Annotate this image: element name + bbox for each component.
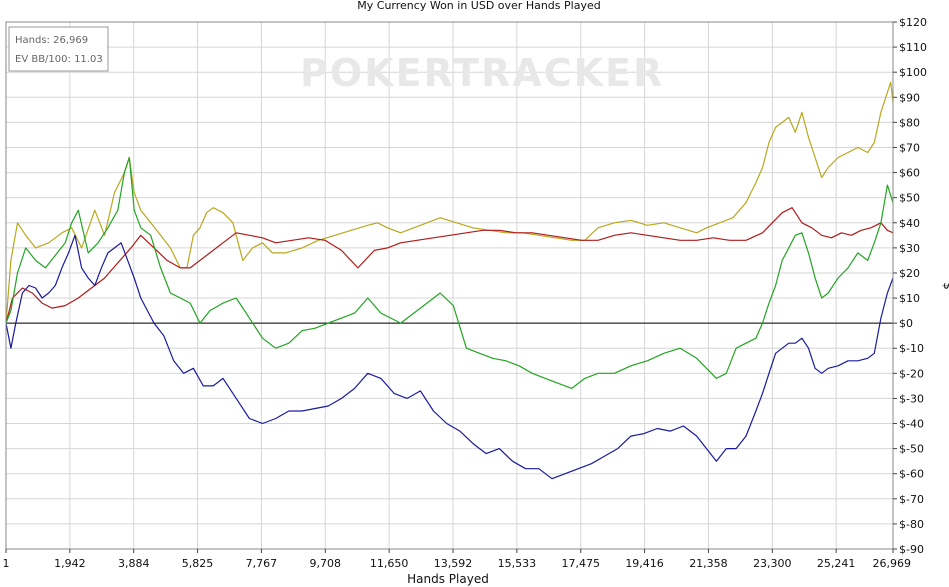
y-tick-label: $110 <box>899 41 927 54</box>
y-tick-label: $-20 <box>899 367 924 380</box>
info-hands: Hands: 26,969 <box>15 35 88 46</box>
x-tick-label: 21,358 <box>689 557 728 570</box>
y-tick-label: $-70 <box>899 493 924 506</box>
y-tick-label: $70 <box>899 141 920 154</box>
y-tick-label: $-30 <box>899 392 924 405</box>
info-ev-bb100: EV BB/100: 11.03 <box>15 54 103 65</box>
series-line-4 <box>5 234 894 480</box>
series-line-2 <box>5 207 894 324</box>
y-axis: $120 $110 $100 $90 $80 $70 $60 $50 $40 $30 $20 $10 $… <box>893 16 927 556</box>
x-axis: 1 1,942 3,884 5,825 7,767 9,708 11,650 13,592 15… <box>3 549 912 570</box>
y-axis-title: $ <box>941 282 949 290</box>
x-tick-label: 1,942 <box>54 557 86 570</box>
watermark-logo: POKERTRACKER <box>300 51 664 95</box>
y-tick-label: $80 <box>899 116 920 129</box>
y-tick-label: $100 <box>899 66 927 79</box>
x-tick-label: 13,592 <box>434 557 473 570</box>
y-tick-label: $0 <box>899 317 913 330</box>
y-tick-label: $-90 <box>899 543 924 556</box>
y-tick-label: $60 <box>899 167 920 180</box>
x-tick-label: 1 <box>3 557 10 570</box>
y-tick-label: $10 <box>899 292 920 305</box>
y-tick-label: $30 <box>899 242 920 255</box>
chart-title: My Currency Won in USD over Hands Played <box>357 0 600 12</box>
x-tick-label: 11,650 <box>370 557 409 570</box>
x-tick-label: 17,475 <box>561 557 600 570</box>
x-axis-title: Hands Played <box>407 572 489 586</box>
info-box: Hands: 26,969 EV BB/100: 11.03 <box>8 26 109 72</box>
x-tick-label: 7,767 <box>246 557 278 570</box>
x-tick-label: 5,825 <box>182 557 214 570</box>
y-tick-label: $120 <box>899 16 927 29</box>
y-tick-label: $40 <box>899 217 920 230</box>
y-tick-label: $-40 <box>899 418 924 431</box>
y-tick-label: $90 <box>899 91 920 104</box>
series-line-3 <box>5 156 894 389</box>
y-tick-label: $-10 <box>899 342 924 355</box>
x-tick-label: 19,416 <box>625 557 664 570</box>
series-line-1 <box>5 81 894 324</box>
y-tick-label: $-80 <box>899 518 924 531</box>
y-tick-label: $20 <box>899 267 920 280</box>
plot-frame <box>5 21 894 550</box>
info-box-frame <box>8 26 109 72</box>
y-tick-label: $-60 <box>899 468 924 481</box>
x-tick-label: 9,708 <box>310 557 342 570</box>
x-tick-label: 23,300 <box>753 557 792 570</box>
x-tick-label: 25,241 <box>817 557 856 570</box>
x-tick-label: 3,884 <box>118 557 150 570</box>
series-lines <box>5 81 894 480</box>
x-tick-label: 15,533 <box>498 557 537 570</box>
x-tick-label: 26,969 <box>873 557 912 570</box>
y-tick-label: $-50 <box>899 443 924 456</box>
y-tick-label: $50 <box>899 192 920 205</box>
